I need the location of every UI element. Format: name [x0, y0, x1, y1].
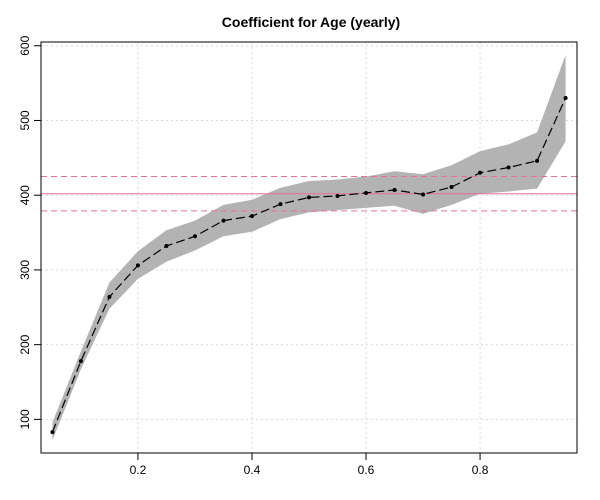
coefficient-series: [50, 96, 568, 435]
reference-lines: [41, 176, 577, 212]
data-point: [535, 158, 540, 163]
data-point: [107, 294, 112, 299]
data-point: [392, 187, 397, 192]
data-point: [364, 190, 369, 195]
y-tick-label: 100: [18, 409, 32, 429]
x-tick-label: 0.8: [472, 463, 489, 477]
y-tick-label: 300: [18, 260, 32, 280]
data-point: [478, 170, 483, 175]
data-point: [421, 192, 426, 197]
x-tick-label: 0.4: [244, 463, 261, 477]
data-point: [249, 214, 254, 219]
confidence-band-area: [52, 54, 566, 441]
x-tick-label: 0.2: [130, 463, 147, 477]
y-axis: 100 200 300 400 500 600: [18, 35, 41, 429]
y-tick-label: 200: [18, 334, 32, 354]
data-point: [135, 263, 140, 268]
data-point: [50, 430, 55, 435]
plot-frame: [40, 41, 578, 454]
data-point: [192, 234, 197, 239]
confidence-band: [52, 54, 566, 441]
data-point: [278, 202, 283, 207]
data-point: [221, 218, 226, 223]
data-point: [506, 165, 511, 170]
x-axis: 0.2 0.4 0.6 0.8: [130, 453, 489, 477]
grid-lines: [41, 42, 577, 453]
y-tick-label: 400: [18, 185, 32, 205]
chart-title: Coefficient for Age (yearly): [222, 14, 400, 30]
data-point: [335, 193, 340, 198]
data-point: [78, 359, 83, 364]
data-point: [164, 244, 169, 249]
data-point: [307, 195, 311, 200]
y-tick-label: 500: [18, 110, 32, 130]
y-tick-label: 600: [18, 35, 32, 55]
x-tick-label: 0.6: [358, 463, 375, 477]
data-point: [449, 184, 454, 189]
data-point: [563, 96, 568, 101]
